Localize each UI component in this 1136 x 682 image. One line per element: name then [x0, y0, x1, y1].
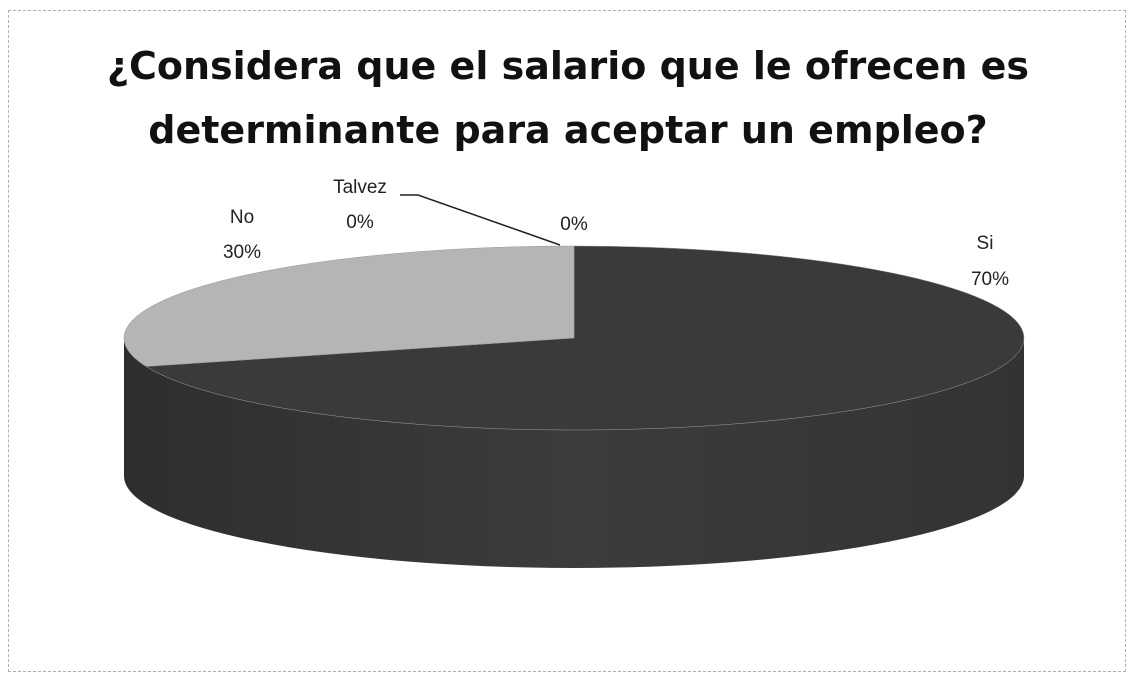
pie-slice-si — [145, 245, 1025, 431]
chart-title-line-2: determinante para aceptar un empleo? — [148, 108, 988, 152]
label-no-name: No — [230, 207, 254, 228]
talvez-leader-line — [400, 194, 561, 246]
pie-side-wall — [124, 338, 1024, 568]
chart-frame — [8, 10, 1126, 672]
label-no-percent: 30% — [223, 242, 261, 263]
label-unnamed-percent: 0% — [560, 214, 588, 235]
chart-title: ¿Considera que el salario que le ofrecen… — [0, 34, 1136, 162]
pie-slice-no — [123, 245, 575, 367]
label-talvez-name: Talvez — [333, 177, 387, 198]
label-si-percent: 70% — [971, 269, 1009, 290]
chart-title-line-1: ¿Considera que el salario que le ofrecen… — [106, 44, 1030, 88]
label-si-name: Si — [977, 233, 994, 254]
label-talvez-percent: 0% — [346, 212, 374, 233]
